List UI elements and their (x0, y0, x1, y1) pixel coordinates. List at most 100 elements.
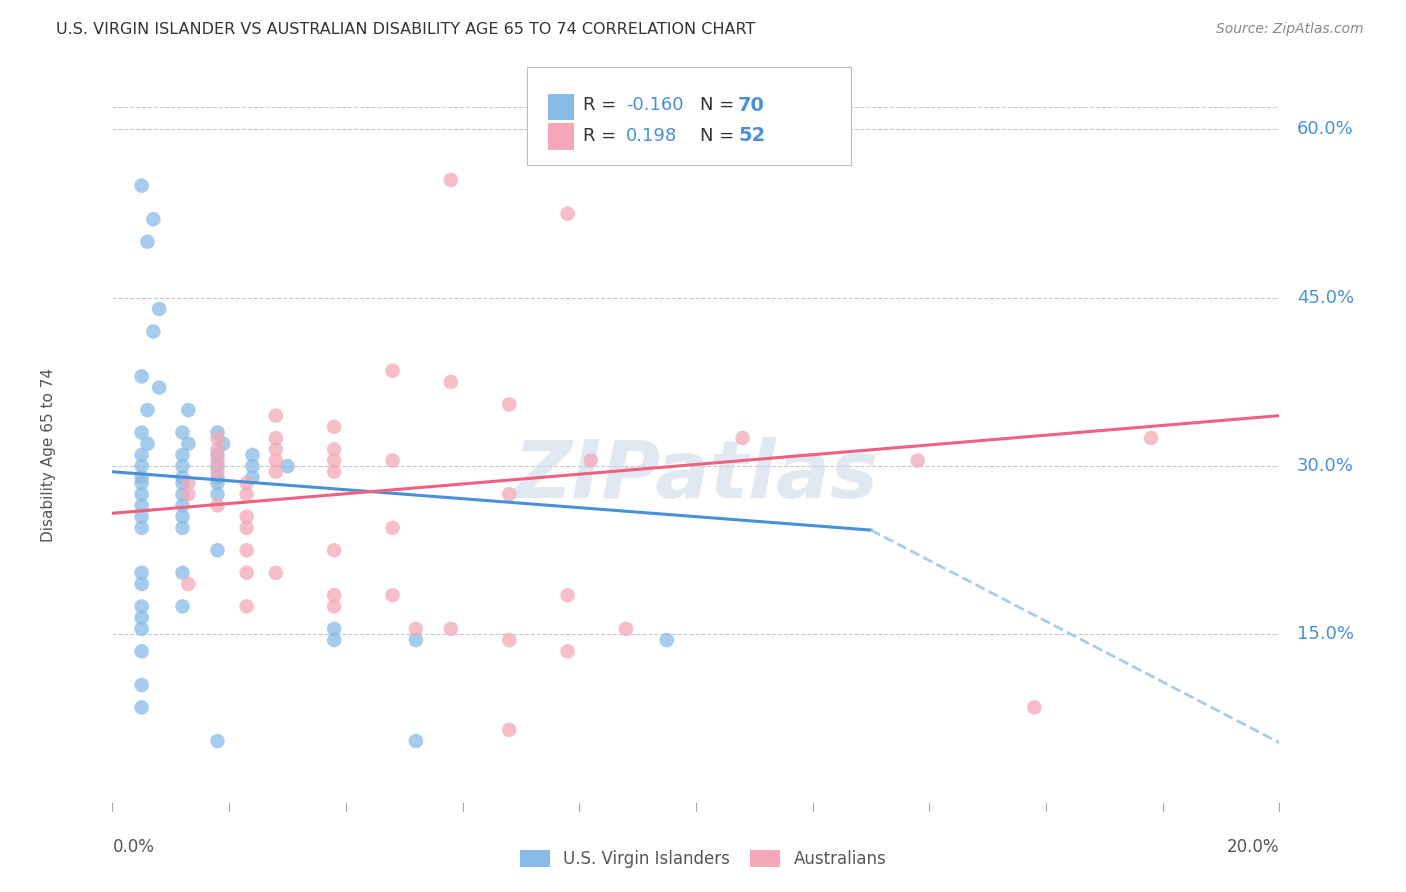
Point (276, 459, 298, 474)
Point (440, 173, 463, 187)
Legend: U.S. Virgin Islanders, Australians: U.S. Virgin Islanders, Australians (513, 843, 893, 875)
Point (131, 475, 153, 490)
Point (207, 543, 229, 558)
Point (264, 431, 287, 445)
Text: 60.0%: 60.0% (1296, 120, 1354, 138)
Text: N =: N = (700, 96, 740, 114)
Point (557, 644, 579, 658)
Point (235, 543, 257, 558)
Point (207, 425, 229, 440)
Text: Disability Age 65 to 74: Disability Age 65 to 74 (41, 368, 56, 542)
Point (557, 588, 579, 602)
Point (731, 431, 754, 445)
Point (381, 588, 404, 602)
Text: R =: R = (583, 127, 623, 145)
Point (323, 622, 346, 636)
Point (207, 465, 229, 479)
Text: 52: 52 (738, 126, 765, 145)
Text: 0.0%: 0.0% (112, 838, 155, 856)
Point (136, 436, 159, 450)
Text: 70: 70 (738, 95, 765, 115)
Point (381, 453, 404, 467)
Point (131, 425, 153, 440)
Text: 30.0%: 30.0% (1296, 457, 1354, 475)
Point (235, 475, 257, 490)
Point (498, 487, 520, 501)
Point (579, 453, 602, 467)
Point (235, 509, 257, 524)
Point (131, 509, 153, 524)
Point (131, 622, 153, 636)
Point (207, 487, 229, 501)
Point (172, 448, 194, 462)
Point (142, 325, 165, 339)
Point (177, 403, 200, 417)
Point (131, 566, 153, 580)
Point (381, 364, 404, 378)
Point (242, 470, 264, 484)
Point (136, 235, 159, 249)
Point (235, 521, 257, 535)
Point (1024, 700, 1046, 714)
Point (405, 734, 427, 748)
Point (172, 499, 194, 513)
Point (131, 700, 153, 714)
Text: 15.0%: 15.0% (1296, 625, 1354, 643)
Point (498, 633, 520, 648)
Point (207, 734, 229, 748)
Point (172, 566, 194, 580)
Point (323, 633, 346, 648)
Point (242, 448, 264, 462)
Point (323, 442, 346, 457)
Point (131, 448, 153, 462)
Text: -0.160: -0.160 (626, 96, 683, 114)
Point (614, 622, 637, 636)
Point (207, 459, 229, 474)
Point (131, 178, 153, 193)
Point (131, 610, 153, 624)
Point (907, 453, 929, 467)
Point (172, 599, 194, 614)
Point (177, 487, 200, 501)
Text: 20.0%: 20.0% (1227, 838, 1279, 856)
Point (207, 448, 229, 462)
Point (323, 420, 346, 434)
Point (131, 599, 153, 614)
Point (172, 425, 194, 440)
Point (131, 499, 153, 513)
Point (381, 521, 404, 535)
Point (323, 543, 346, 558)
Point (131, 644, 153, 658)
Point (235, 566, 257, 580)
Point (498, 723, 520, 737)
Point (1140, 431, 1163, 445)
Text: ZIPatlas: ZIPatlas (513, 437, 879, 515)
Point (172, 475, 194, 490)
Point (235, 487, 257, 501)
Text: 45.0%: 45.0% (1296, 289, 1354, 307)
Point (440, 622, 463, 636)
Point (212, 436, 235, 450)
Point (655, 633, 678, 648)
Point (264, 465, 287, 479)
Point (177, 475, 200, 490)
Point (131, 577, 153, 591)
Point (207, 453, 229, 467)
Point (323, 588, 346, 602)
Text: U.S. VIRGIN ISLANDER VS AUSTRALIAN DISABILITY AGE 65 TO 74 CORRELATION CHART: U.S. VIRGIN ISLANDER VS AUSTRALIAN DISAB… (56, 22, 755, 37)
Point (131, 369, 153, 384)
Point (207, 475, 229, 490)
Point (131, 487, 153, 501)
Point (557, 207, 579, 221)
Point (131, 678, 153, 692)
Point (235, 599, 257, 614)
Point (172, 459, 194, 474)
Point (264, 409, 287, 423)
Point (148, 301, 170, 316)
Point (177, 436, 200, 450)
Text: N =: N = (700, 127, 740, 145)
Text: R =: R = (583, 96, 623, 114)
Point (405, 622, 427, 636)
Point (242, 459, 264, 474)
Text: 0.198: 0.198 (626, 127, 676, 145)
